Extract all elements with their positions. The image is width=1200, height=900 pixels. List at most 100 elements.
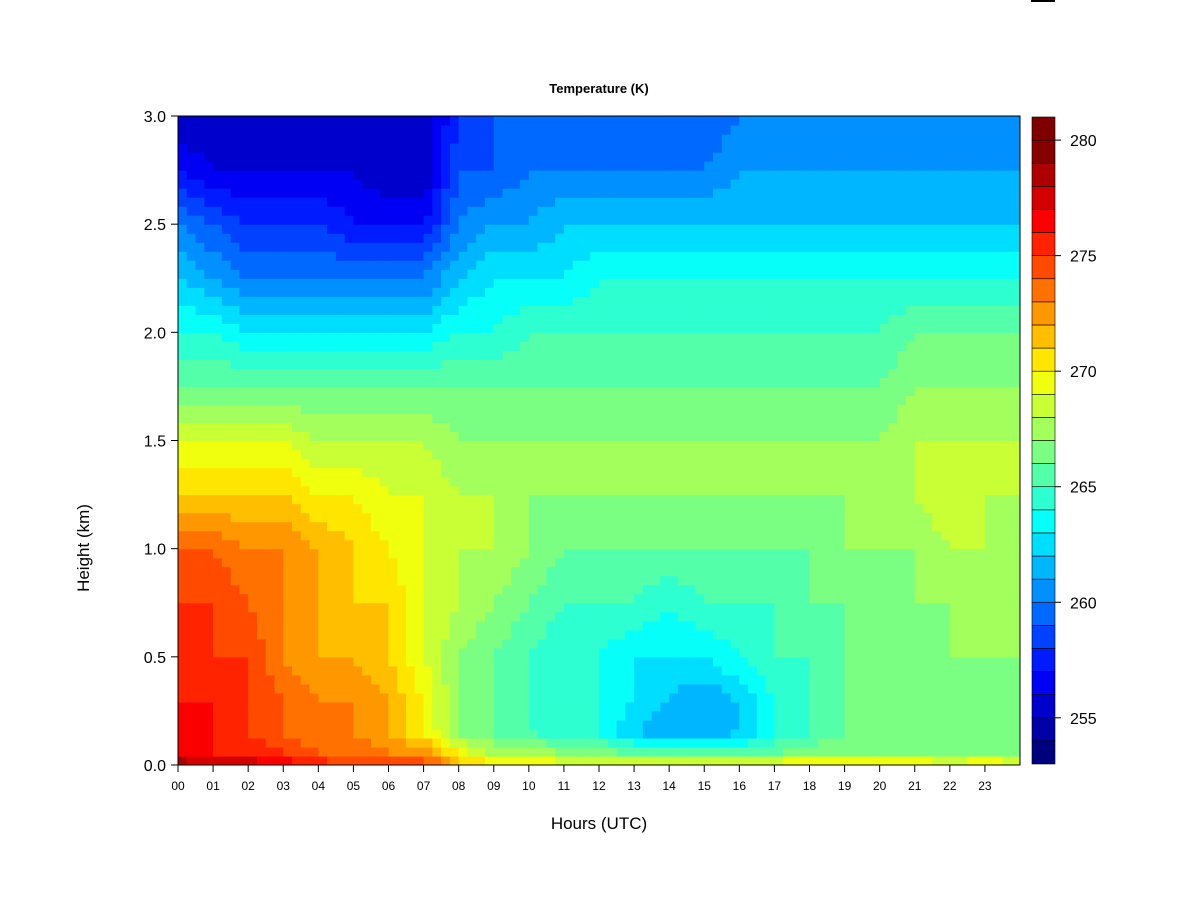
- heatmap-cell: [520, 539, 530, 550]
- heatmap-cell: [528, 620, 539, 631]
- heatmap-cell: [572, 458, 583, 469]
- heatmap-cell: [669, 125, 679, 135]
- heatmap-cell: [695, 449, 705, 460]
- heatmap-cell: [520, 116, 530, 126]
- heatmap-cell: [362, 476, 372, 487]
- heatmap-cell: [335, 296, 346, 306]
- heatmap-cell: [642, 638, 653, 649]
- heatmap-cell: [344, 323, 355, 333]
- heatmap-cell: [300, 539, 311, 550]
- heatmap-cell: [388, 584, 398, 595]
- heatmap-cell: [756, 395, 767, 406]
- heatmap-cell: [555, 431, 565, 442]
- heatmap-cell: [283, 332, 293, 342]
- heatmap-cell: [256, 179, 267, 189]
- heatmap-cell: [309, 620, 319, 631]
- heatmap-cell: [537, 314, 547, 324]
- heatmap-cell: [335, 161, 346, 171]
- heatmap-cell: [502, 629, 512, 640]
- heatmap-cell: [739, 512, 749, 523]
- heatmap-cell: [616, 116, 626, 126]
- heatmap-cell: [397, 143, 407, 153]
- heatmap-cell: [563, 584, 574, 595]
- heatmap-cell: [344, 278, 355, 288]
- heatmap-cell: [484, 521, 495, 532]
- heatmap-cell: [406, 404, 416, 415]
- heatmap-cell: [730, 161, 740, 171]
- heatmap-cell: [625, 503, 635, 514]
- heatmap-cell: [739, 116, 749, 126]
- heatmap-cell: [204, 287, 214, 297]
- heatmap-cell: [765, 431, 776, 442]
- heatmap-cell: [721, 404, 732, 415]
- heatmap-cell: [783, 710, 793, 721]
- heatmap-cell: [318, 233, 328, 243]
- heatmap-cell: [309, 188, 319, 198]
- heatmap-cell: [537, 242, 547, 252]
- heatmap-cell: [607, 683, 618, 694]
- heatmap-cell: [178, 287, 188, 297]
- heatmap-cell: [327, 233, 337, 243]
- heatmap-cell: [256, 629, 267, 640]
- heatmap-cell: [520, 503, 530, 514]
- heatmap-cell: [283, 350, 293, 360]
- heatmap-cell: [397, 368, 407, 379]
- heatmap-cell: [520, 314, 530, 324]
- heatmap-cell: [704, 224, 714, 234]
- heatmap-cell: [493, 503, 504, 514]
- heatmap-cell: [178, 179, 188, 189]
- heatmap-cell: [563, 620, 574, 631]
- heatmap-cell: [511, 728, 521, 739]
- heatmap-cell: [748, 269, 758, 279]
- heatmap-cell: [274, 152, 284, 162]
- heatmap-cell: [458, 269, 469, 279]
- heatmap-cell: [546, 611, 556, 622]
- heatmap-cell: [335, 431, 346, 442]
- heatmap-cell: [616, 314, 626, 324]
- heatmap-cell: [520, 413, 530, 424]
- heatmap-cell: [423, 746, 433, 757]
- heatmap-cell: [335, 710, 346, 721]
- heatmap-cell: [230, 287, 240, 297]
- heatmap-cell: [599, 458, 609, 469]
- heatmap-cell: [274, 395, 284, 406]
- heatmap-cell: [669, 530, 679, 541]
- heatmap-cell: [186, 584, 197, 595]
- heatmap-cell: [651, 665, 661, 676]
- heatmap-cell: [599, 125, 609, 135]
- heatmap-cell: [388, 494, 398, 505]
- heatmap-cell: [493, 197, 504, 207]
- heatmap-cell: [511, 251, 521, 261]
- heatmap-cell: [432, 206, 442, 216]
- heatmap-cell: [239, 206, 249, 216]
- heatmap-cell: [221, 170, 232, 180]
- heatmap-cell: [695, 638, 705, 649]
- heatmap-cell: [660, 548, 670, 559]
- heatmap-cell: [484, 494, 495, 505]
- heatmap-cell: [555, 386, 565, 397]
- heatmap-cell: [195, 638, 205, 649]
- heatmap-cell: [520, 251, 530, 261]
- heatmap-cell: [502, 206, 512, 216]
- heatmap-cell: [327, 206, 337, 216]
- heatmap-cell: [213, 485, 223, 496]
- heatmap-cell: [362, 674, 372, 685]
- heatmap-cell: [528, 404, 539, 415]
- heatmap-cell: [432, 683, 442, 694]
- heatmap-cell: [265, 620, 276, 631]
- heatmap-cell: [335, 170, 346, 180]
- heatmap-cell: [406, 521, 416, 532]
- heatmap-cell: [739, 476, 749, 487]
- heatmap-cell: [634, 350, 644, 360]
- heatmap-cell: [642, 674, 653, 685]
- heatmap-cell: [467, 656, 477, 667]
- heatmap-cell: [520, 620, 530, 631]
- heatmap-cell: [318, 656, 328, 667]
- heatmap-cell: [344, 413, 355, 424]
- heatmap-cell: [686, 719, 697, 730]
- heatmap-cell: [265, 332, 276, 342]
- heatmap-cell: [344, 296, 355, 306]
- heatmap-cell: [616, 134, 626, 144]
- heatmap-cell: [774, 449, 784, 460]
- heatmap-cell: [476, 620, 486, 631]
